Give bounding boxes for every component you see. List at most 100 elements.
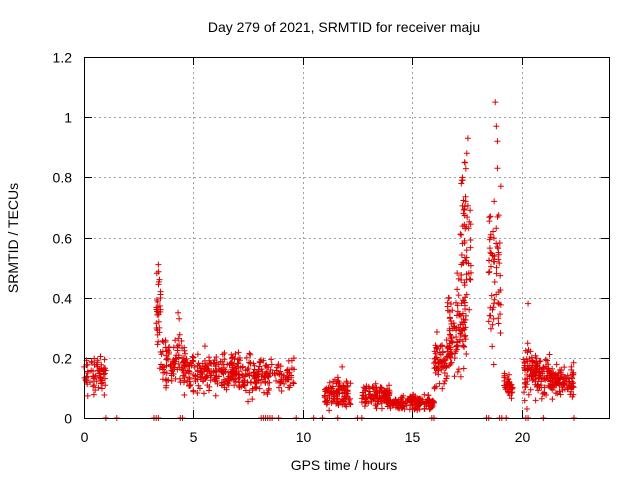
data-point [290,380,297,387]
data-point [431,355,438,362]
data-point [547,377,554,384]
data-point [403,402,410,409]
data-point [521,397,528,404]
data-point [537,382,544,389]
data-point [463,350,470,357]
data-point [222,378,229,385]
data-point [434,356,441,363]
data-point [168,377,175,384]
data-point [497,329,504,336]
data-point [244,379,251,386]
data-point [344,379,351,386]
data-point [255,368,262,375]
data-point [275,362,282,369]
data-point-peak [490,228,497,235]
data-point [160,369,167,376]
data-point [458,251,465,258]
data-point [463,247,470,254]
data-point [445,307,452,314]
data-point [190,388,197,395]
data-point [168,370,175,377]
data-point [462,165,469,172]
data-point [456,311,463,318]
data-point [418,399,425,406]
data-point [288,365,295,372]
data-point [206,359,213,366]
data-point [215,373,222,380]
data-point [234,360,241,367]
data-point [462,316,469,323]
data-point [551,372,558,379]
data-point [162,344,169,351]
data-point [159,337,166,344]
data-point [557,391,564,398]
data-point [220,364,227,371]
data-point [461,237,468,244]
data-point [245,398,252,405]
data-point [190,354,197,361]
data-point-peak [460,210,467,217]
data-point [533,362,540,369]
data-point [278,387,285,394]
data-point [242,387,249,394]
data-point [444,299,451,306]
data-point [435,363,442,370]
data-point [530,376,537,383]
data-point [183,355,190,362]
data-point [101,392,108,399]
data-point [215,365,222,372]
data-point [242,371,249,378]
data-point [439,349,446,356]
data-point-peak [459,174,466,181]
data-point [181,377,188,384]
data-point [95,384,102,391]
data-point [567,391,574,398]
data-point [467,269,474,276]
data-point [384,385,391,392]
data-point [526,355,533,362]
data-point [191,364,198,371]
data-point [344,382,351,389]
data-point [524,363,531,370]
data-point [377,384,384,391]
data-point [493,264,500,271]
data-point [399,404,406,411]
data-point [250,369,257,376]
data-point [195,360,202,367]
data-point [440,357,447,364]
data-point [485,318,492,325]
data-point [102,382,109,389]
data-point [346,400,353,407]
data-point [153,270,160,277]
data-point [491,278,498,285]
data-point [252,379,259,386]
data-point [372,388,379,395]
data-point [446,295,453,302]
data-point [553,361,560,368]
data-point [447,360,454,367]
data-point [101,356,108,363]
data-point [284,367,291,374]
data-point [486,257,493,264]
data-point [361,403,368,410]
data-point [532,381,539,388]
data-point [446,344,453,351]
data-point [333,379,340,386]
data-point [486,312,493,319]
data-point [447,332,454,339]
data-point [90,391,97,398]
data-point [233,363,240,370]
data-point [258,366,265,373]
data-point [326,407,333,414]
data-point [394,400,401,407]
data-point-peak [492,99,499,106]
data-point [94,357,101,364]
data-point [467,262,474,269]
data-point [173,356,180,363]
data-point [458,231,465,238]
data-point [333,400,340,407]
data-point [245,365,252,372]
data-point [97,353,104,360]
data-point [412,398,419,405]
